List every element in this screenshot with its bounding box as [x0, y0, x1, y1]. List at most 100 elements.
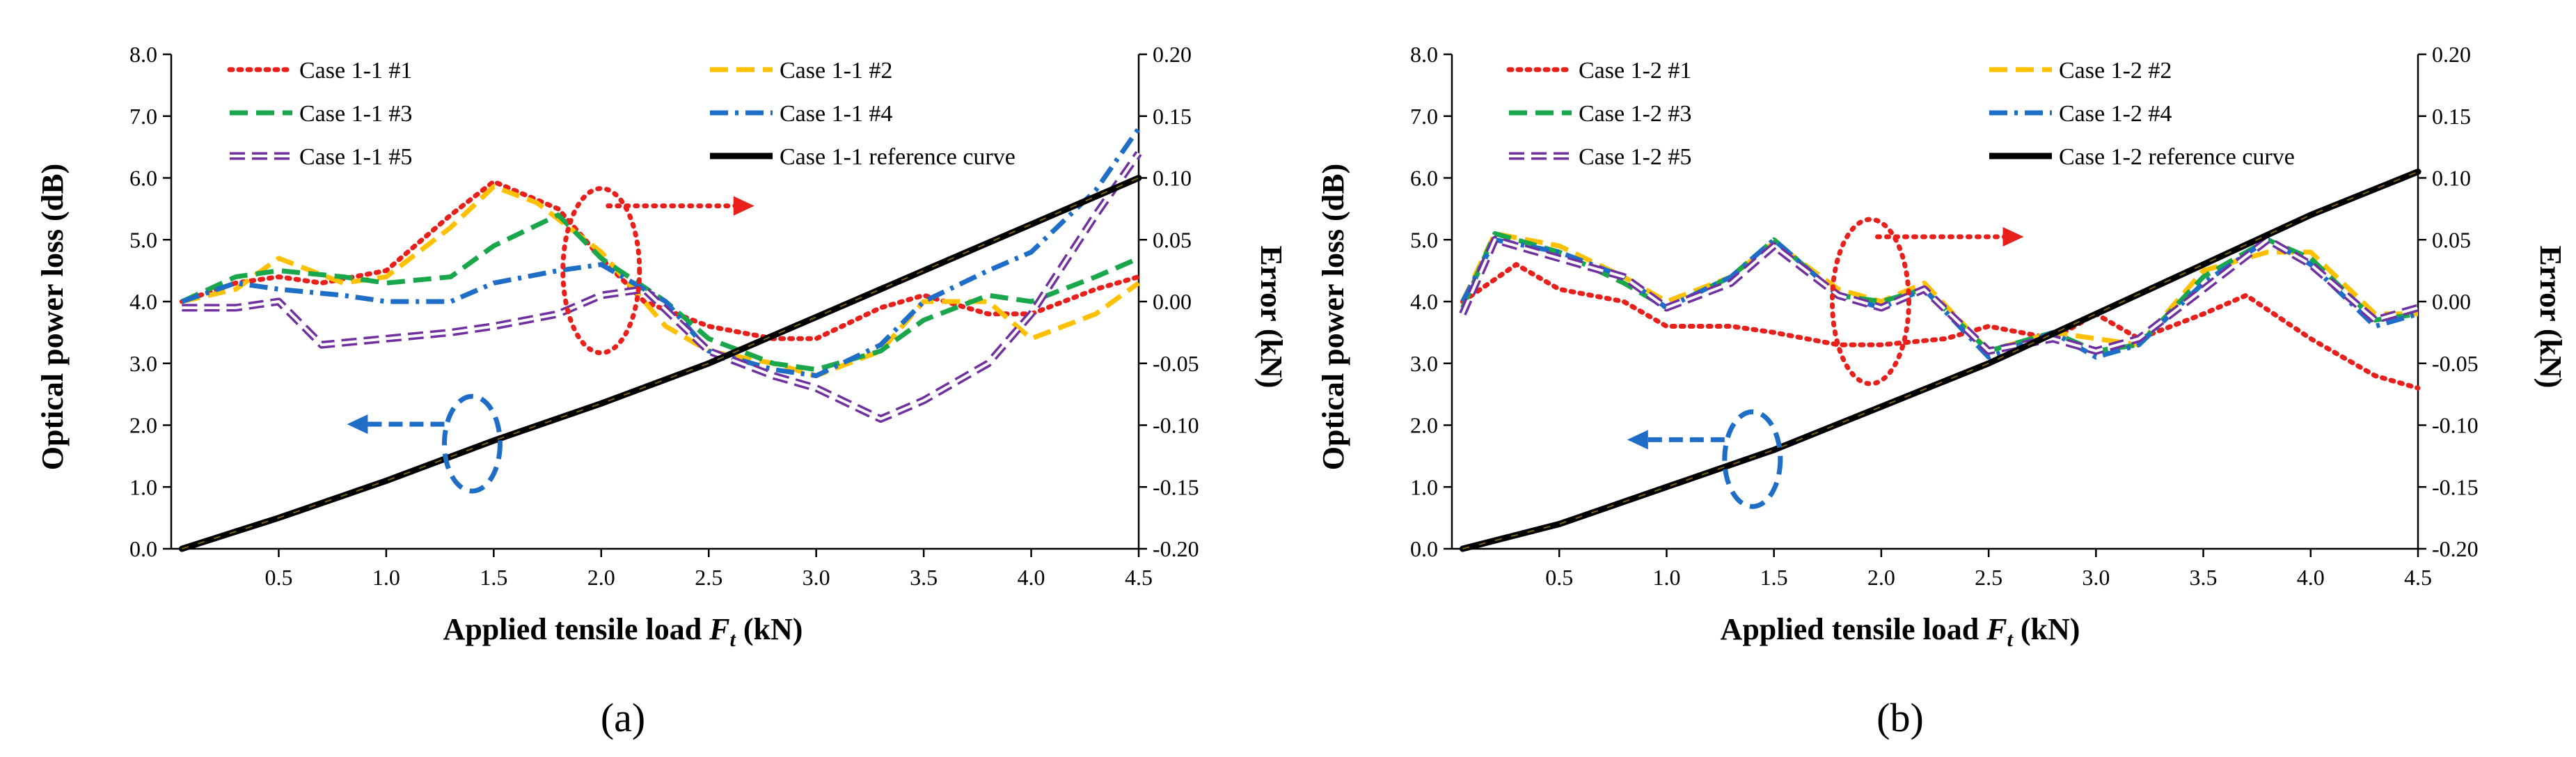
x-tick-label: 4.5: [1125, 565, 1153, 590]
x-tick-label: 0.5: [264, 565, 292, 590]
annotation-arrow-head: [2002, 227, 2024, 247]
x-tick-label: 1.5: [480, 565, 507, 590]
series-line-b-5: [1459, 235, 2419, 355]
annotation-ellipse: [1829, 217, 1911, 387]
x-tick-label: 0.5: [1545, 565, 1573, 590]
legend-label-case-1-2-4: Case 1-2 #4: [2059, 101, 2172, 127]
annotation-arrow-head: [733, 196, 754, 216]
legend-label-case-1-1-1: Case 1-1 #1: [299, 58, 412, 84]
panel-b: Case 1-2 #1 Case 1-2 #2 Case 1-2 #3 Case…: [1316, 42, 2568, 740]
y-left-tick-label: 8.0: [129, 42, 157, 67]
x-tick-label: 2.5: [695, 565, 722, 590]
reference-curve-overlay-b: [1462, 171, 2419, 549]
y-axis-title-right-b: Error (kN): [2534, 246, 2568, 389]
x-tick-label: 3.5: [2190, 565, 2218, 590]
reference-curve-overlay-a: [182, 177, 1139, 549]
y-right-tick-label: 0.20: [1153, 42, 1192, 67]
y-right-tick-label: 0.15: [2432, 104, 2471, 129]
x-tick-label: 1.0: [372, 565, 400, 590]
series-line-a-5-inner: [182, 152, 1140, 421]
legend-b: Case 1-2 #1 Case 1-2 #2 Case 1-2 #3 Case…: [1579, 58, 2295, 170]
y-left-tick-label: 4.0: [1410, 289, 1438, 314]
reference-curve-b: [1459, 169, 2421, 552]
annotation-ellipse: [1722, 409, 1783, 509]
y-left-tick-label: 0.0: [129, 536, 157, 561]
y-left-tick-label: 4.0: [129, 289, 157, 314]
axes-b: 0.0 1.0 2.0 3.0 4.0 5.0 6.0 7.0 8.0 -0.20 -0.15 -0.…: [1410, 42, 2479, 590]
legend-label-case-1-2-3: Case 1-2 #3: [1579, 101, 1691, 127]
legend-label-reference-b: Case 1-2 reference curve: [2059, 144, 2295, 170]
legend-a: Case 1-1 #1 Case 1-1 #2 Case 1-1 #3 Case…: [299, 58, 1016, 170]
y-right-tick-label: -0.15: [2432, 474, 2479, 499]
legend-label-case-1-1-3: Case 1-1 #3: [299, 101, 412, 127]
series-line-b-2: [1460, 231, 2418, 354]
series-line-b-5-inner: [1461, 238, 2419, 352]
y-left-tick-label: 1.0: [1410, 474, 1438, 499]
y-left-tick-label: 5.0: [129, 227, 157, 252]
legend-label-case-1-1-2: Case 1-1 #2: [780, 58, 892, 84]
y-left-tick-label: 3.0: [129, 351, 157, 376]
y-right-tick-label: 0.20: [2432, 42, 2471, 67]
y-left-tick-label: 8.0: [1410, 42, 1438, 67]
series-group-a: [178, 127, 1142, 552]
x-axis-title-b: Applied tensile load Ft (kN): [1721, 612, 2080, 651]
legend-label-case-1-1-5: Case 1-1 #5: [299, 144, 412, 170]
x-tick-label: 1.0: [1652, 565, 1680, 590]
y-left-tick-label: 7.0: [1410, 104, 1438, 129]
y-left-tick-label: 6.0: [129, 166, 157, 191]
x-tick-label: 2.5: [1975, 565, 2002, 590]
x-tick-label: 2.0: [587, 565, 615, 590]
annotation-arrow-head: [347, 414, 368, 435]
y-left-tick-label: 5.0: [1410, 227, 1438, 252]
y-right-tick-label: 0.00: [1153, 289, 1192, 314]
annotation-a-2: [347, 393, 503, 494]
panel-label-a: (a): [601, 695, 645, 740]
y-right-tick-label: -0.05: [1153, 351, 1199, 376]
x-axis-title-a: Applied tensile load Ft (kN): [443, 612, 803, 651]
y-left-tick-label: 0.0: [1410, 536, 1438, 561]
annotation-arrow-head: [1627, 430, 1648, 450]
series-group-b: [1459, 169, 2421, 552]
x-tick-label: 1.5: [1760, 565, 1788, 590]
y-right-tick-label: -0.05: [2432, 351, 2479, 376]
legend-swatches-b: [1506, 67, 2052, 160]
y-left-tick-label: 7.0: [129, 104, 157, 129]
y-right-tick-label: -0.10: [1153, 413, 1199, 438]
legend-label-case-1-2-5: Case 1-2 #5: [1579, 144, 1691, 170]
x-tick-label: 3.0: [2082, 565, 2110, 590]
y-right-tick-label: 0.05: [2432, 227, 2471, 252]
y-axis-title-left-a: Optical power loss (dB): [35, 164, 70, 470]
annotation-ellipse: [560, 186, 642, 356]
y-left-tick-label: 3.0: [1410, 351, 1438, 376]
x-tick-label: 3.0: [803, 565, 830, 590]
legend-label-reference-a: Case 1-1 reference curve: [780, 144, 1016, 170]
y-left-tick-label: 1.0: [129, 474, 157, 499]
annotation-ellipse: [441, 393, 503, 494]
y-left-tick-label: 6.0: [1410, 166, 1438, 191]
annotation-b-2: [1627, 409, 1783, 509]
x-tick-label: 4.5: [2404, 565, 2432, 590]
y-right-tick-label: -0.10: [2432, 413, 2479, 438]
panel-label-b: (b): [1876, 695, 1924, 740]
legend-swatches-a: [227, 67, 773, 160]
series-line-a-4: [181, 127, 1141, 378]
y-right-tick-label: 0.05: [1153, 227, 1192, 252]
legend-label-case-1-1-4: Case 1-1 #4: [780, 101, 892, 127]
reference-curve-a: [178, 175, 1142, 552]
y-right-tick-label: 0.00: [2432, 289, 2471, 314]
panel-a: Case 1-1 #1 Case 1-1 #2 Case 1-1 #3 Case…: [35, 42, 1288, 740]
y-right-tick-label: -0.20: [2432, 536, 2479, 561]
y-right-tick-label: -0.15: [1153, 474, 1199, 499]
series-line-b-3: [1460, 231, 2419, 354]
y-right-tick-label: 0.10: [2432, 166, 2471, 191]
y-left-tick-label: 2.0: [129, 413, 157, 438]
x-tick-label: 2.0: [1867, 565, 1895, 590]
y-axis-title-left-b: Optical power loss (dB): [1316, 164, 1350, 470]
y-left-tick-label: 2.0: [1410, 413, 1438, 438]
legend-label-case-1-2-2: Case 1-2 #2: [2059, 58, 2172, 84]
series-line-b-1: [1460, 262, 2421, 391]
x-tick-label: 4.0: [2297, 565, 2325, 590]
legend-label-case-1-2-1: Case 1-2 #1: [1579, 58, 1691, 84]
series-line-a-2: [181, 184, 1141, 378]
